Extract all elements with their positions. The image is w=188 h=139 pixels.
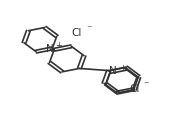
Text: +: + [119, 64, 126, 73]
Text: ⁻: ⁻ [143, 80, 149, 90]
Text: N: N [109, 66, 117, 76]
Text: ⁻: ⁻ [86, 25, 92, 35]
Text: N: N [45, 44, 53, 54]
Text: Cl: Cl [71, 28, 82, 38]
Text: +: + [55, 41, 62, 50]
Text: Cl: Cl [130, 84, 140, 94]
